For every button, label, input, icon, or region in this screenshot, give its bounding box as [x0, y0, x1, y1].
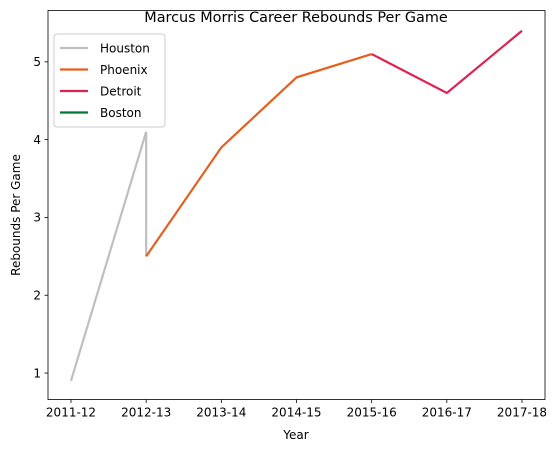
series-line-detroit	[371, 29, 523, 95]
y-axis-ticks: 1 2 3 4 5	[33, 55, 48, 380]
legend-label-phoenix: Phoenix	[100, 63, 148, 77]
y-tick-label: 3	[33, 211, 41, 225]
plot-lines	[69, 29, 523, 382]
legend-label-detroit: Detroit	[100, 84, 142, 98]
x-axis-ticks: 2011-12 2012-13 2013-14 2014-15 2015-16 2016-…	[46, 399, 547, 420]
x-tick-label: 2016-17	[422, 406, 472, 420]
x-tick-label: 2014-15	[271, 406, 321, 420]
series-line-phoenix	[145, 53, 372, 257]
y-tick-label: 5	[33, 55, 41, 69]
legend-label-houston: Houston	[100, 41, 150, 55]
legend-label-boston: Boston	[100, 106, 141, 120]
x-tick-label: 2013-14	[196, 406, 246, 420]
chart-title: Marcus Morris Career Rebounds Per Game	[144, 10, 448, 26]
y-tick-label: 2	[33, 289, 41, 303]
series-line-houston	[69, 131, 148, 382]
x-tick-label: 2017-18	[497, 406, 547, 420]
y-tick-label: 4	[33, 133, 41, 147]
legend: Houston Phoenix Detroit Boston	[53, 33, 166, 128]
legend-box	[53, 33, 166, 128]
x-tick-label: 2011-12	[46, 406, 96, 420]
y-tick-label: 1	[33, 366, 41, 380]
x-axis-label: Year	[282, 428, 308, 442]
y-axis-label: Rebounds Per Game	[9, 154, 23, 276]
x-tick-label: 2012-13	[121, 406, 171, 420]
x-tick-label: 2015-16	[347, 406, 397, 420]
